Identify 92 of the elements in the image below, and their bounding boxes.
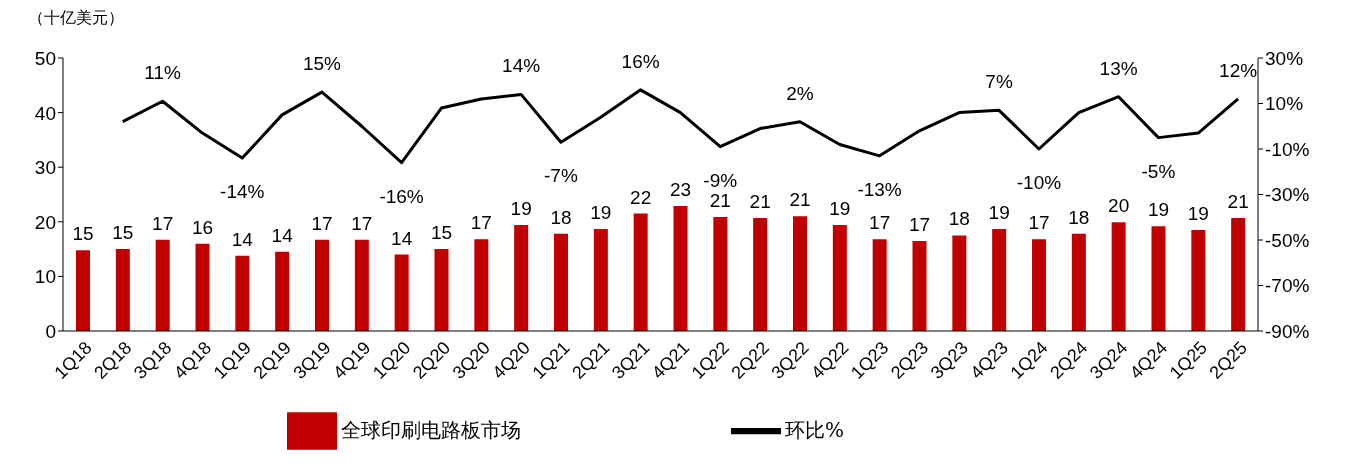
- data-label: 15: [112, 222, 134, 244]
- bar: [315, 239, 329, 331]
- data-label: 14: [271, 224, 294, 246]
- data-label: 18: [1068, 206, 1090, 228]
- bar: [753, 217, 768, 331]
- bar: [1032, 239, 1046, 331]
- data-label: -16%: [379, 185, 424, 207]
- data-label: 20: [1108, 195, 1130, 217]
- y2-tick-label: -50%: [1265, 229, 1310, 251]
- data-label: 21: [709, 189, 731, 211]
- data-label: -14%: [220, 181, 265, 203]
- data-label: 14%: [502, 55, 541, 77]
- data-label: 19: [829, 198, 851, 220]
- data-label: 23: [669, 178, 692, 200]
- bar: [1071, 233, 1086, 331]
- bar: [155, 239, 170, 331]
- bar: [1111, 222, 1126, 331]
- bar: [514, 225, 529, 331]
- bar: [713, 216, 728, 331]
- data-label: 2%: [786, 82, 814, 104]
- bar: [275, 251, 290, 331]
- bar: [434, 249, 449, 331]
- data-label: -10%: [1016, 172, 1062, 193]
- y-tick-label: 0: [45, 321, 56, 342]
- bar: [992, 228, 1007, 331]
- data-label: 15: [72, 223, 94, 245]
- y-axis-title: （十亿美元）: [28, 8, 124, 29]
- data-label: 17: [470, 212, 492, 234]
- bar: [593, 228, 608, 331]
- bar: [554, 233, 568, 331]
- bar: [673, 205, 688, 331]
- data-label: 19: [510, 198, 532, 220]
- y2-tick-label: 30%: [1265, 47, 1304, 69]
- y2-tick-label: -10%: [1265, 138, 1310, 160]
- bar: [394, 254, 409, 331]
- bar: [354, 239, 369, 331]
- y2-tick-label: -70%: [1265, 275, 1310, 297]
- data-label: 17: [152, 212, 174, 234]
- bar: [1231, 217, 1246, 331]
- data-label: 19: [988, 201, 1010, 223]
- y2-tick-label: -90%: [1265, 320, 1310, 342]
- bar: [1191, 229, 1206, 331]
- data-label: 15%: [302, 53, 342, 75]
- y-tick-label: 50: [34, 48, 56, 69]
- bar: [195, 243, 210, 331]
- data-label: 16%: [621, 50, 660, 72]
- bar: [235, 255, 250, 331]
- data-label: 17: [1028, 212, 1050, 234]
- data-label: -9%: [703, 169, 738, 191]
- bar: [872, 239, 887, 331]
- line-series: [121, 88, 1240, 165]
- bar: [912, 240, 927, 331]
- bar: [115, 249, 130, 331]
- data-label: 7%: [985, 71, 1013, 93]
- data-label: 14: [231, 228, 254, 250]
- data-label: -13%: [857, 178, 902, 200]
- legend-label: 全球印刷电路板市场: [340, 417, 521, 442]
- y2-tick-label: -30%: [1265, 184, 1310, 206]
- data-label: 21: [789, 189, 811, 211]
- data-label: 14: [391, 227, 413, 249]
- y2-tick-label: 10%: [1265, 93, 1304, 115]
- bar: [832, 225, 847, 331]
- data-label: 13%: [1099, 57, 1138, 79]
- bar: [952, 235, 967, 331]
- bar: [793, 216, 807, 331]
- data-label: 17: [351, 212, 373, 234]
- data-label: 19: [590, 201, 612, 223]
- data-label: 19: [1187, 202, 1209, 224]
- data-label: 21: [749, 190, 771, 212]
- data-label: 18: [550, 206, 572, 228]
- bar: [474, 239, 489, 331]
- bar: [633, 213, 648, 331]
- data-label: 17: [869, 212, 891, 234]
- y-tick-label: 20: [34, 211, 56, 233]
- bar: [76, 250, 90, 331]
- y-tick-label: 10: [34, 266, 56, 288]
- data-label: 12%: [1219, 59, 1258, 81]
- y-tick-label: 40: [34, 102, 56, 124]
- data-label: 18: [948, 208, 970, 230]
- legend-label: 环比%: [784, 417, 844, 442]
- data-label: 17: [908, 213, 931, 235]
- data-label: -7%: [544, 165, 578, 187]
- data-label: 15: [430, 222, 453, 244]
- data-label: 21: [1227, 190, 1249, 212]
- data-label: -5%: [1141, 160, 1176, 182]
- data-label: 17: [311, 212, 333, 234]
- data-label: 19: [1147, 199, 1170, 221]
- bar: [1151, 226, 1166, 331]
- data-label: 16: [191, 216, 214, 238]
- data-label: 11%: [144, 62, 181, 84]
- y-tick-label: 30: [34, 157, 56, 179]
- data-label: 22: [630, 186, 652, 208]
